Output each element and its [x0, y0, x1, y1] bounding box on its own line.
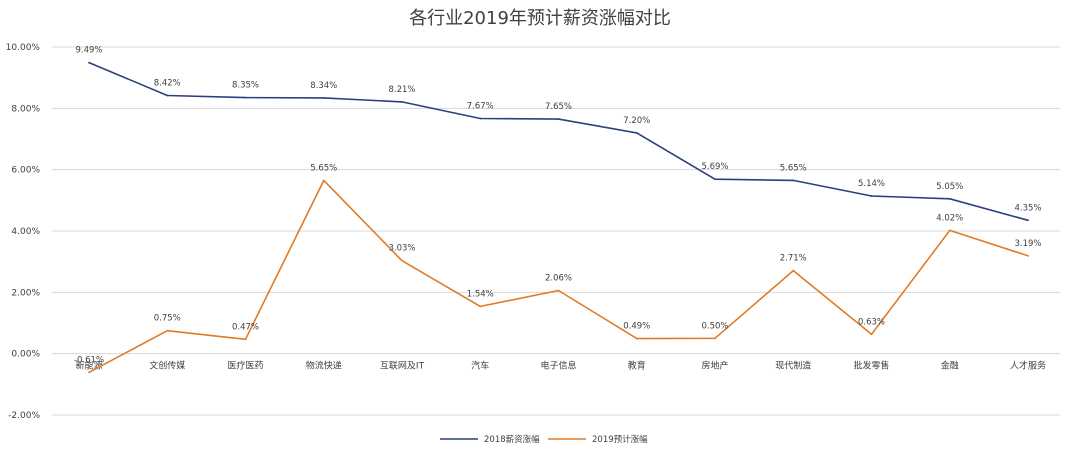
x-category-label: 房地产: [701, 360, 728, 372]
data-label: 8.21%: [388, 85, 415, 95]
data-point: [244, 338, 247, 341]
x-category-label: 批发零售: [853, 360, 889, 372]
x-category-label: 人才服务: [1010, 360, 1046, 372]
data-point: [635, 337, 638, 340]
x-axis-categories: 新能源 文创传媒 医疗医药 物流快递 互联网及IT 汽车 电子信息 教育 房地产 现代制造 批发零售…: [75, 360, 1046, 372]
data-label: 3.19%: [1014, 239, 1041, 249]
data-label: 2.71%: [780, 254, 807, 264]
data-label: 5.05%: [936, 182, 963, 192]
data-label: 5.69%: [701, 162, 728, 172]
x-category-label: 金融: [941, 360, 959, 372]
data-point: [88, 61, 90, 64]
x-category-label: 现代制造: [775, 360, 811, 372]
chart-title: 各行业2019年预计薪资涨幅对比: [409, 8, 671, 29]
data-labels: 9.49% 8.42% 8.35% 8.34% 8.21% 7.67% 7.65% 7.20%…: [74, 46, 1042, 366]
x-category-label: 文创传媒: [149, 360, 185, 372]
data-point: [479, 305, 482, 308]
data-point: [557, 289, 560, 292]
data-point: [714, 178, 716, 181]
data-label: 5.14%: [858, 179, 885, 189]
data-point: [479, 117, 482, 120]
data-label: 8.34%: [310, 81, 337, 91]
data-point: [166, 94, 169, 97]
data-point: [792, 269, 795, 272]
data-label: 0.75%: [154, 314, 181, 324]
data-point: [557, 118, 560, 120]
data-label: -0.61%: [74, 355, 104, 365]
y-tick-label: 6.00%: [11, 166, 40, 176]
series-line-2018: [88, 61, 1029, 222]
y-tick-label: 2.00%: [11, 288, 40, 298]
data-point: [1027, 219, 1029, 222]
legend-label: 2018薪资涨幅: [484, 434, 540, 445]
x-category-label: 教育: [628, 360, 646, 372]
data-label: 4.35%: [1014, 203, 1041, 213]
data-point: [870, 333, 873, 336]
data-label: 5.65%: [780, 163, 807, 173]
data-point: [88, 371, 90, 374]
x-category-label: 医疗医药: [227, 360, 263, 372]
data-point: [948, 197, 951, 200]
data-label: 8.35%: [232, 81, 259, 91]
data-label: 0.47%: [232, 322, 259, 332]
data-label: 3.03%: [388, 244, 415, 254]
x-category-label: 物流快递: [306, 360, 342, 372]
data-point: [635, 131, 638, 134]
data-point: [244, 96, 247, 99]
x-category-label: 互联网及IT: [380, 361, 425, 372]
data-point: [322, 97, 325, 99]
y-tick-label: 10.00%: [6, 43, 41, 53]
y-tick-label: 4.00%: [11, 227, 40, 237]
data-label: 8.42%: [154, 78, 181, 88]
data-label: 0.63%: [858, 317, 885, 327]
data-label: 7.20%: [623, 116, 650, 126]
legend: 2018薪资涨幅 2019预计涨幅: [440, 434, 648, 445]
legend-label: 2019预计涨幅: [592, 434, 648, 445]
data-point: [870, 195, 873, 197]
data-label: 7.67%: [467, 101, 494, 111]
data-point: [401, 100, 403, 103]
data-point: [792, 179, 795, 182]
y-tick-label: -2.00%: [8, 411, 40, 421]
data-label: 2.06%: [545, 273, 572, 283]
y-tick-label: 8.00%: [11, 104, 40, 114]
y-axis-ticks: -2.00% 0.00% 2.00% 4.00% 6.00% 8.00% 10.00%: [6, 43, 41, 421]
gridlines: [52, 46, 1060, 416]
data-label: 5.65%: [310, 163, 337, 173]
x-category-label: 汽车: [471, 360, 489, 372]
data-point: [401, 259, 403, 262]
data-label: 0.50%: [701, 321, 728, 331]
data-point: [322, 179, 325, 182]
y-tick-label: 0.00%: [11, 350, 40, 360]
series-lines: [88, 61, 1029, 374]
data-label: 7.65%: [545, 102, 572, 112]
x-category-label: 电子信息: [540, 360, 576, 372]
data-point: [1027, 254, 1029, 257]
data-point: [166, 329, 169, 332]
data-label: 4.02%: [936, 213, 963, 223]
data-label: 0.49%: [623, 322, 650, 332]
data-point: [948, 229, 951, 232]
data-label: 9.49%: [75, 46, 102, 56]
data-label: 1.54%: [467, 289, 494, 299]
data-point: [714, 337, 716, 340]
